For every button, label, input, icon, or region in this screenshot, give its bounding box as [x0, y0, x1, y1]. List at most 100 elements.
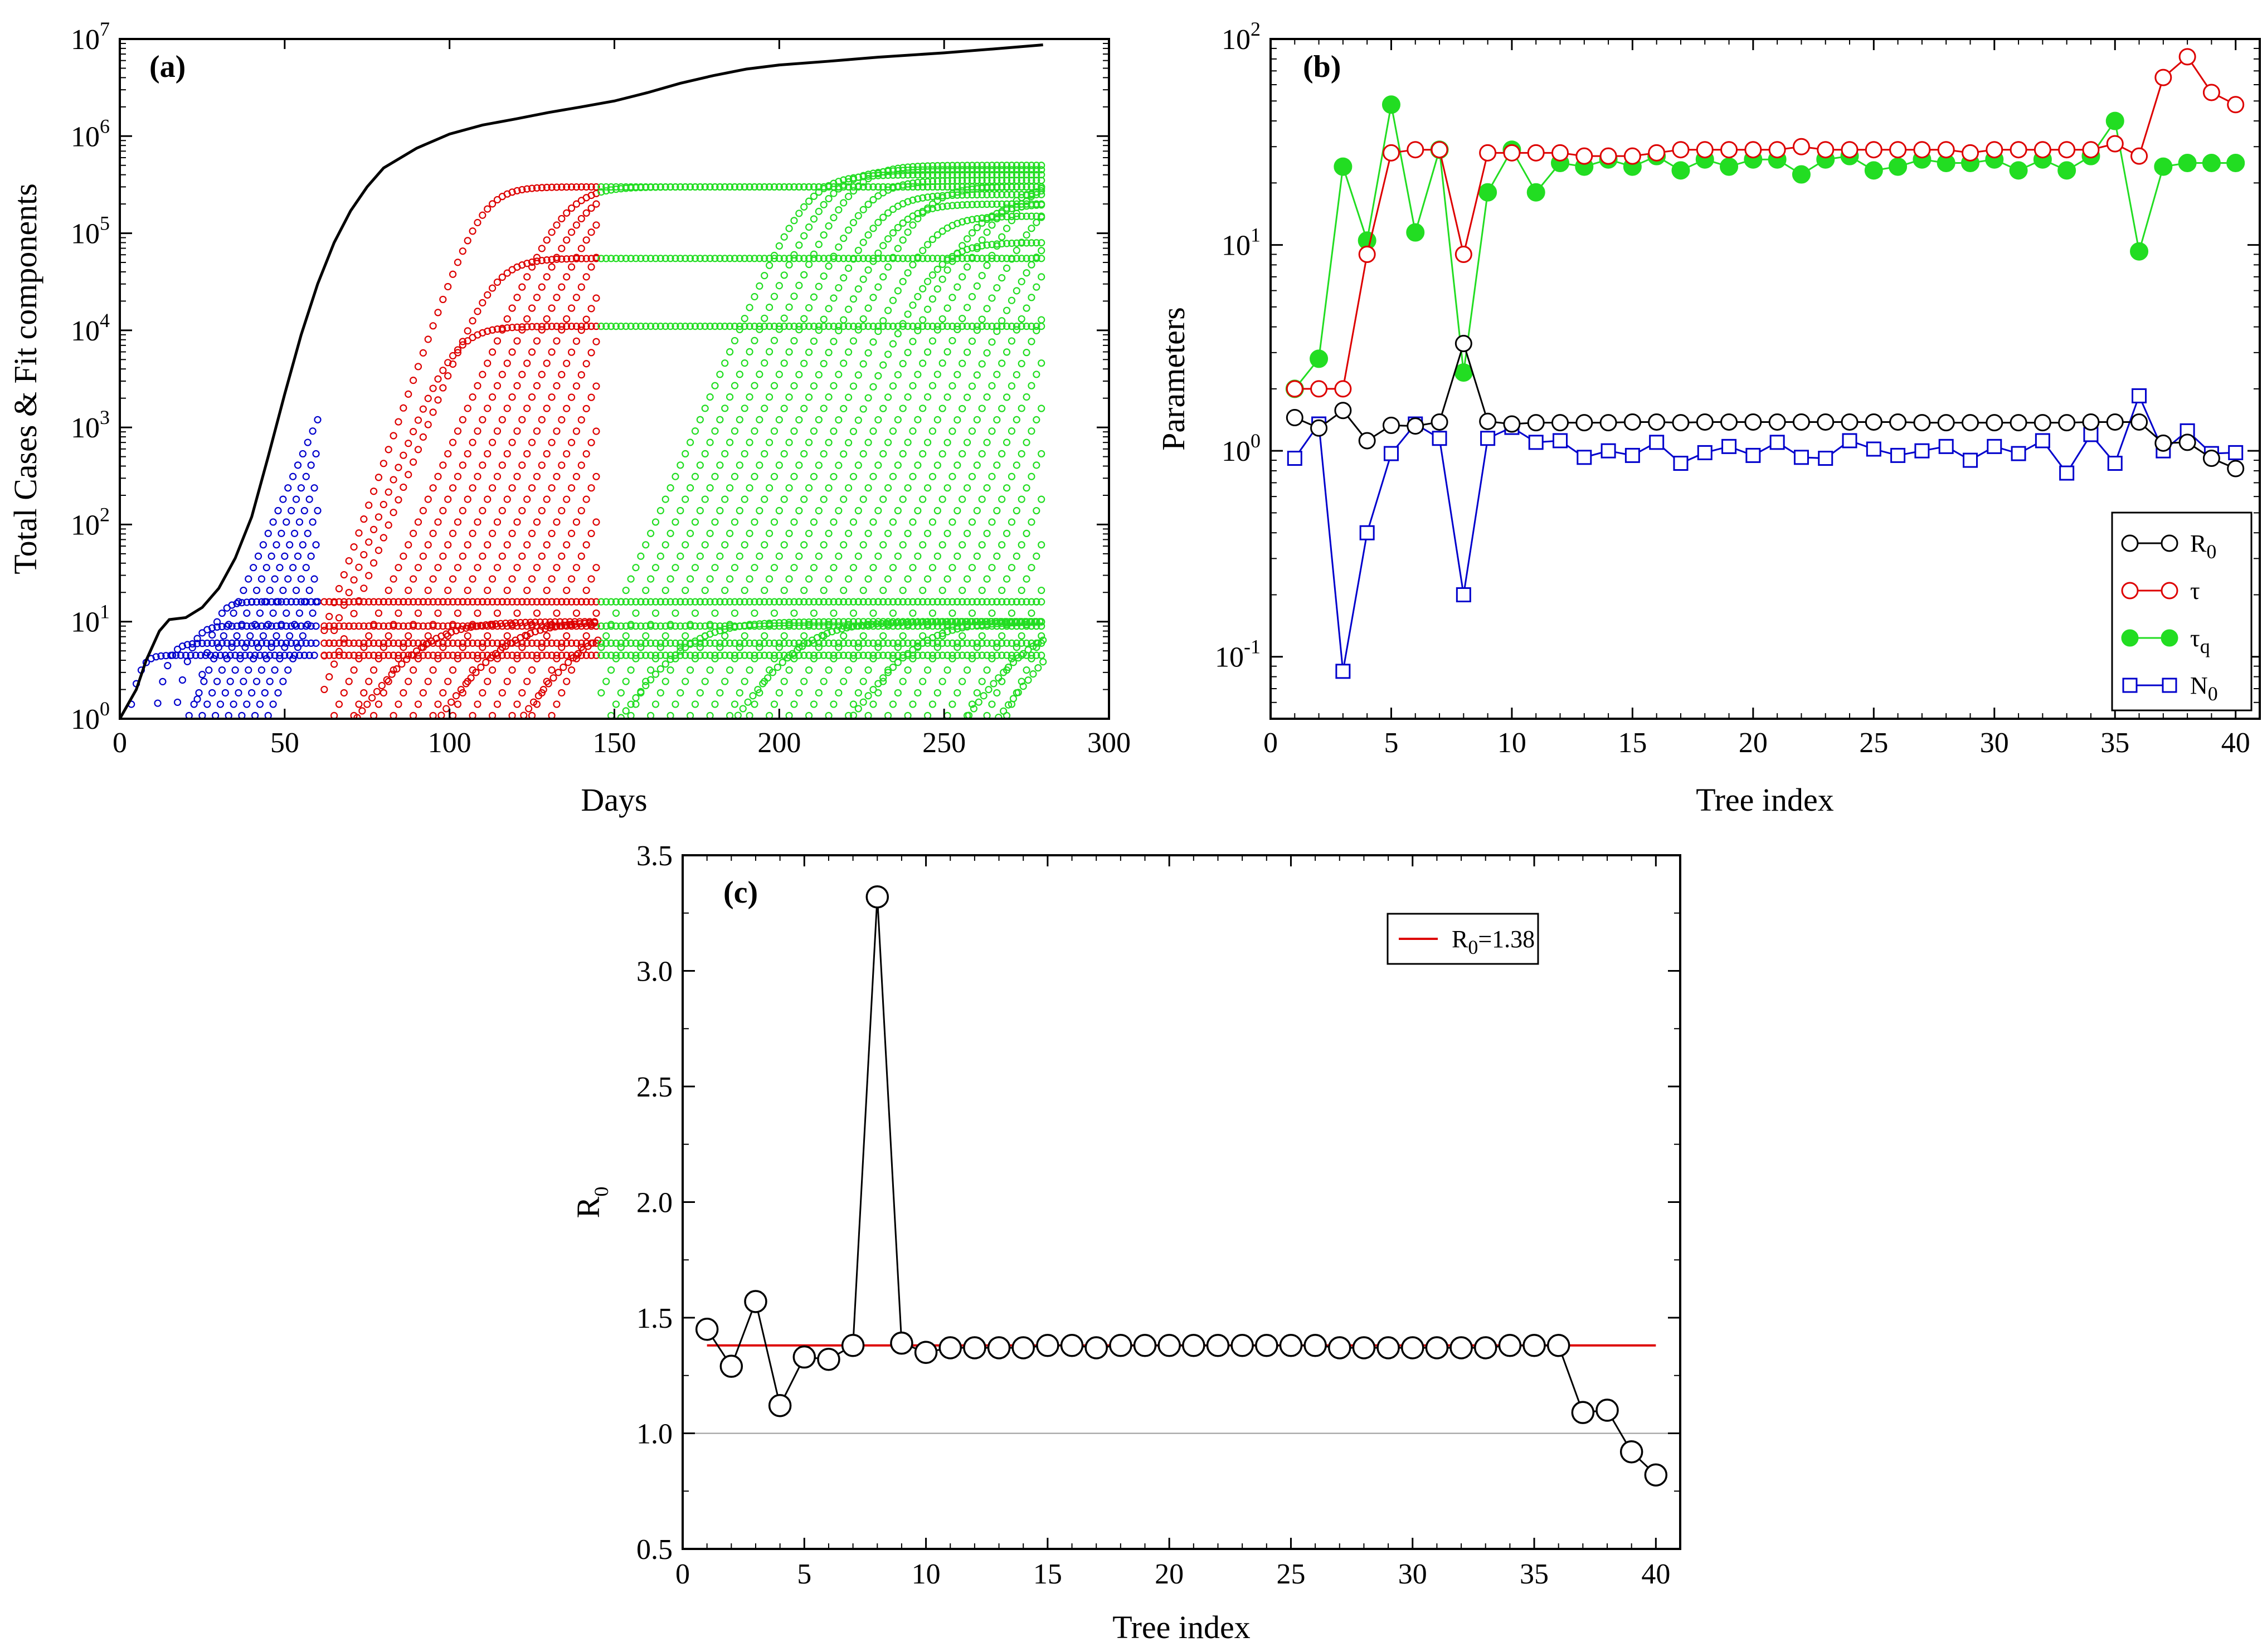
y-tick-label: 100: [71, 698, 110, 735]
fit-point: [1013, 162, 1020, 169]
fit-point: [637, 598, 645, 606]
fit-point: [309, 609, 317, 617]
fit-point: [563, 323, 571, 330]
fit-point: [1008, 382, 1016, 390]
fit-point: [582, 541, 590, 549]
fit-point: [474, 472, 481, 480]
fit-point: [894, 644, 902, 651]
fit-point: [858, 621, 865, 629]
fit-point: [558, 283, 566, 291]
fit-point: [928, 236, 937, 243]
fit-point: [1008, 162, 1016, 169]
fit-point: [513, 598, 521, 606]
fit-point: [830, 655, 838, 662]
fit-point: [651, 564, 660, 572]
fit-point: [938, 598, 946, 606]
fit-point: [840, 495, 848, 503]
fit-point: [995, 674, 1003, 682]
fit-point: [840, 255, 848, 262]
fit-point: [587, 255, 595, 262]
fit-point: [998, 233, 1006, 241]
fit-point: [528, 304, 536, 312]
fit-point: [899, 586, 907, 594]
fit-component: [390, 254, 600, 719]
fit-point: [874, 598, 882, 606]
fit-point: [874, 689, 882, 697]
fit-point: [983, 651, 991, 659]
fit-point: [928, 193, 937, 201]
fit-point: [502, 642, 509, 650]
fit-point: [983, 529, 991, 537]
fit-point: [235, 598, 242, 606]
fit-point: [637, 552, 645, 560]
fit-point: [963, 348, 971, 356]
series-marker: [1938, 438, 1954, 454]
fit-point: [533, 294, 541, 301]
fit-point: [1023, 484, 1030, 492]
fit-point: [923, 393, 932, 401]
fit-point: [914, 178, 922, 187]
fit-point: [518, 506, 526, 515]
series-marker: [1526, 183, 1545, 202]
fit-point: [464, 639, 471, 647]
fit-point: [682, 183, 689, 191]
fit-point: [434, 564, 442, 572]
fit-point: [815, 622, 823, 630]
fit-point: [948, 162, 956, 169]
fit-point: [612, 255, 620, 262]
fit-point: [513, 518, 521, 526]
legend-marker: [2121, 629, 2139, 647]
fit-point: [380, 639, 387, 647]
r0-point: [1328, 1336, 1351, 1359]
fit-point: [943, 162, 951, 169]
fit-point: [844, 651, 853, 659]
fit-point: [592, 338, 600, 345]
fit-point: [765, 323, 773, 330]
fit-point: [667, 529, 674, 537]
fit-point: [449, 438, 457, 446]
fit-point: [1038, 239, 1045, 247]
fit-point: [582, 360, 590, 368]
fit-point: [369, 559, 378, 567]
series-marker: [1406, 223, 1425, 242]
fit-point: [409, 598, 417, 606]
series-marker: [2202, 154, 2221, 173]
fit-point: [523, 315, 531, 323]
fit-point: [523, 359, 531, 367]
fit-point: [444, 651, 452, 659]
fit-point: [454, 472, 462, 480]
fit-point: [879, 405, 887, 412]
fit-point: [464, 337, 471, 345]
fit-component: [488, 472, 600, 719]
fit-point: [904, 310, 912, 318]
fit-point: [943, 666, 951, 674]
fit-point: [464, 327, 471, 335]
fit-point: [262, 655, 270, 662]
fit-point: [586, 619, 593, 627]
fit-point: [923, 651, 932, 659]
fit-point: [948, 294, 956, 301]
fit-point: [800, 598, 808, 606]
fit-point: [820, 255, 828, 262]
fit-component: [646, 191, 1045, 719]
fit-point: [558, 371, 566, 378]
fit-point: [928, 177, 937, 186]
fit-point: [493, 639, 502, 647]
fit-point: [963, 323, 971, 330]
fit-point: [928, 166, 937, 174]
fit-point: [889, 254, 897, 261]
fit-point: [503, 359, 511, 367]
fit-point: [304, 438, 312, 446]
series-marker: [1478, 183, 1497, 202]
fit-point: [959, 450, 966, 458]
fit-point: [305, 495, 313, 503]
fit-point: [283, 598, 290, 606]
panel-a-y-axis-label: Total Cases & Fit components: [7, 183, 43, 574]
fit-point: [741, 323, 748, 330]
fit-point: [993, 506, 1001, 515]
y-tick-label-exp: 3: [100, 406, 110, 428]
fit-point: [533, 472, 541, 480]
series-marker: [1768, 141, 1786, 159]
fit-point: [899, 450, 907, 458]
